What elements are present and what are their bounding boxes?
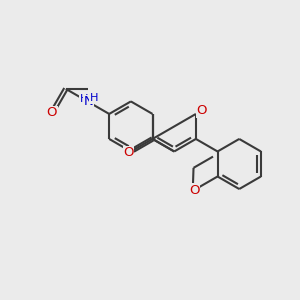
Text: N: N bbox=[83, 95, 93, 108]
Text: H: H bbox=[90, 93, 98, 103]
Text: O: O bbox=[46, 106, 57, 119]
Text: H: H bbox=[80, 94, 88, 104]
Text: O: O bbox=[123, 146, 134, 159]
Text: O: O bbox=[189, 184, 199, 196]
Text: O: O bbox=[196, 104, 207, 117]
